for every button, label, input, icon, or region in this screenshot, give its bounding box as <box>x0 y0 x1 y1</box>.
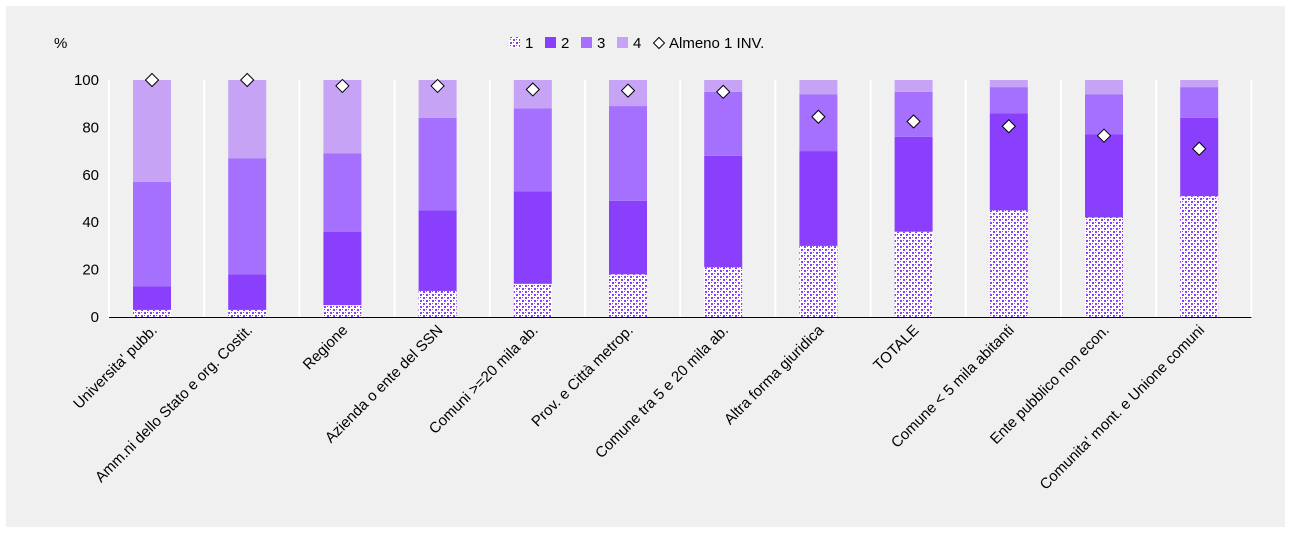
y-tick-label: 0 <box>91 309 99 326</box>
bar-segment-series-1 <box>989 210 1028 317</box>
bar-segment-series-2 <box>228 274 267 310</box>
marker-almeno-1-inv <box>335 78 350 94</box>
x-category-label: Comunita' mont. e Unione comuni <box>1037 322 1208 493</box>
legend-swatch-series-2 <box>545 37 556 48</box>
bar-segment-series-3 <box>1180 87 1219 118</box>
legend-label: Almeno 1 INV. <box>669 35 764 52</box>
bar-segment-series-2 <box>704 155 743 268</box>
bar-segment-series-3 <box>704 91 743 156</box>
bar-segment-series-3 <box>609 106 647 201</box>
legend-label: 3 <box>597 35 605 52</box>
chart-panel: 1 2 3 4 Almeno 1 INV. % 0 20 40 60 80 100 Univers… <box>6 6 1285 527</box>
bar-segment-series-2 <box>323 231 362 306</box>
bar-segment-series-3 <box>418 117 457 211</box>
x-category-label: Regione <box>300 322 352 374</box>
bar-segment-series-3 <box>989 87 1028 114</box>
marker-almeno-1-inv <box>811 109 826 124</box>
bar-segment-series-3 <box>1085 94 1123 135</box>
chart-legend: 1 2 3 4 Almeno 1 INV. <box>509 35 764 52</box>
bar-segment-series-2 <box>418 210 457 291</box>
bar-segment-series-1 <box>1085 217 1123 317</box>
marker-almeno-1-inv <box>1001 119 1017 134</box>
x-category-label: Amm.ni dello Stato e org. Costit. <box>92 322 256 486</box>
bar-segment-series-2 <box>513 191 552 284</box>
x-category-label: Comuni >=20 mila ab. <box>426 322 542 438</box>
legend-swatch-series-3 <box>581 37 592 48</box>
y-axis: 0 20 40 60 80 100 <box>74 72 99 326</box>
bar-segment-series-2 <box>1085 134 1123 218</box>
bar-segment-series-4 <box>1085 80 1123 95</box>
marker-almeno-1-inv <box>620 83 636 98</box>
marker-almeno-1-inv <box>1096 128 1112 143</box>
y-tick-label: 80 <box>82 119 99 136</box>
bar-segment-series-1 <box>323 305 362 317</box>
marker-almeno-1-inv <box>906 114 921 129</box>
y-tick-label: 40 <box>82 214 99 231</box>
marker-almeno-1-inv <box>430 78 445 94</box>
y-tick-label: 100 <box>74 72 99 89</box>
x-category-label: Prov. e Città metrop. <box>528 322 636 430</box>
legend-label: 1 <box>525 35 533 52</box>
bar-segment-series-1 <box>513 283 552 317</box>
legend-marker-diamond <box>652 36 666 50</box>
legend-swatch-series-4 <box>617 37 628 48</box>
marker-almeno-1-inv <box>239 72 255 88</box>
bar-segment-series-4 <box>133 80 171 182</box>
x-category-label: TOTALE <box>870 322 922 374</box>
bar-segment-series-3 <box>513 108 552 192</box>
bar-segment-series-4 <box>228 80 267 159</box>
x-category-label: Universita' pubb. <box>70 322 161 413</box>
legend-label: 2 <box>561 35 569 52</box>
bar-segment-series-1 <box>133 309 171 317</box>
bar-segment-series-1 <box>894 231 933 317</box>
marker-almeno-1-inv <box>144 72 160 88</box>
bar-segment-series-4 <box>989 80 1028 88</box>
y-tick-label: 60 <box>82 167 99 184</box>
stacked-bar-chart: 1 2 3 4 Almeno 1 INV. % 0 20 40 60 80 100 Univers… <box>54 35 1253 493</box>
x-axis-labels: Universita' pubb.Amm.ni dello Stato e or… <box>70 321 1208 493</box>
x-category-label: Altra forma giuridica <box>721 321 828 428</box>
bar-segment-series-1 <box>799 245 838 317</box>
bars-group <box>108 80 1253 318</box>
markers-group <box>144 72 1207 156</box>
bar-segment-series-2 <box>799 151 838 246</box>
bar-segment-series-3 <box>133 181 171 287</box>
bar-segment-series-1 <box>1180 196 1219 317</box>
bar-segment-series-2 <box>894 136 933 232</box>
bar-segment-series-2 <box>609 200 647 275</box>
bar-segment-series-4 <box>894 80 933 92</box>
y-axis-label: % <box>54 35 67 52</box>
bar-segment-series-1 <box>228 309 267 317</box>
bar-segment-series-2 <box>133 286 171 310</box>
bar-segment-series-1 <box>704 267 743 317</box>
legend-label: 4 <box>633 35 641 52</box>
bar-segment-series-3 <box>228 158 267 275</box>
marker-almeno-1-inv <box>1191 141 1207 156</box>
bar-segment-series-4 <box>1180 80 1219 88</box>
bar-segment-series-1 <box>609 274 647 317</box>
bar-segment-series-4 <box>799 80 838 95</box>
marker-almeno-1-inv <box>525 82 541 97</box>
y-tick-label: 20 <box>82 262 99 279</box>
bar-segment-series-2 <box>1180 117 1219 197</box>
bar-segment-series-1 <box>418 290 457 317</box>
marker-almeno-1-inv <box>715 84 731 100</box>
legend-swatch-series-1 <box>509 37 520 48</box>
bar-segment-series-3 <box>323 153 362 232</box>
